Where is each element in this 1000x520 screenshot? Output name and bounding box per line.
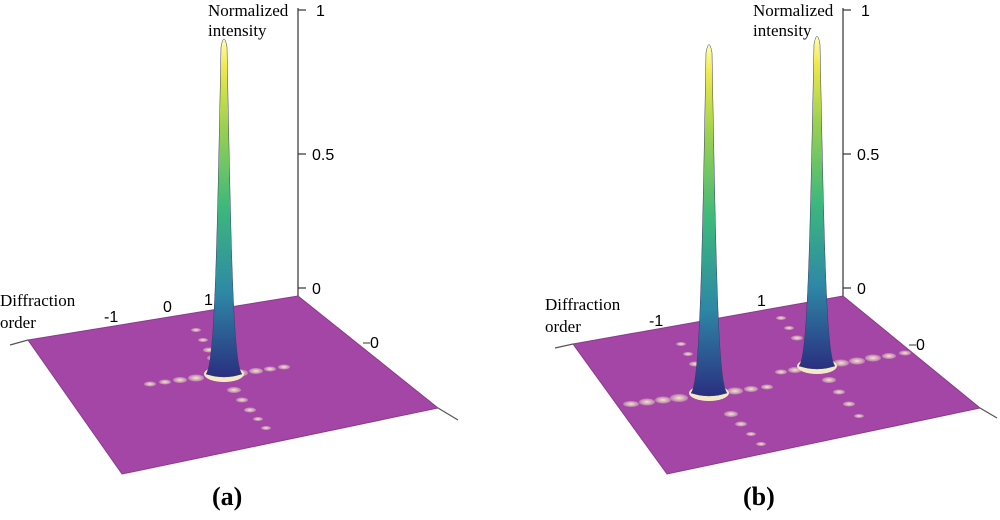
ripple-row-horizontal	[144, 364, 290, 387]
x-axis-label-line2: order	[0, 313, 36, 332]
z-axis-label-line1: Normalized	[753, 1, 834, 20]
z-axis-label-line2: intensity	[208, 21, 267, 40]
peak-order-minus1	[690, 44, 728, 397]
x-axis-label-line1: Diffraction	[545, 295, 621, 314]
z-tick-label-05: 0.5	[312, 147, 334, 164]
ripple-row-right-vertical	[776, 316, 864, 418]
x-tick-label-0: 0	[163, 299, 172, 316]
chart-b-svg: 1 0.5 0 Normalized intensity Diffraction…	[545, 1, 998, 475]
z-tick-label-0: 0	[312, 281, 321, 298]
z-tick-label-0: 0	[857, 281, 866, 298]
chart-panel-b: 1 0.5 0 Normalized intensity Diffraction…	[545, 0, 1000, 520]
z-tick-label-1: 1	[861, 3, 870, 20]
y-tick-label-0: 0	[370, 335, 379, 352]
z-axis-label-line2: intensity	[753, 21, 812, 40]
peak-order-1	[798, 35, 836, 370]
z-axis-label-line1: Normalized	[208, 1, 289, 20]
z-tick-label-1: 1	[316, 3, 325, 20]
x-axis-line	[9, 339, 29, 346]
ripple-row-left-horizontal	[623, 384, 773, 407]
chart-panel-a: 1 0.5 0 Normalized intensity Diffraction…	[0, 1, 459, 511]
peak-order-1	[205, 38, 243, 378]
x-tick-label-minus1: -1	[104, 309, 118, 326]
x-axis-label-line1: Diffraction	[0, 291, 76, 310]
surface-plane	[572, 295, 982, 475]
x-axis-line	[554, 343, 574, 349]
ripple-row-right-horizontal	[775, 350, 911, 375]
y-axis-line	[437, 407, 459, 421]
chart-a-svg: 1 0.5 0 Normalized intensity Diffraction…	[0, 1, 459, 475]
z-tick-label-05: 0.5	[857, 147, 879, 164]
panel-label-b: (b)	[743, 482, 775, 511]
y-tick-label-0: 0	[916, 337, 925, 354]
x-tick-label-1: 1	[204, 292, 213, 309]
x-tick-label-1: 1	[757, 293, 766, 310]
x-tick-label-minus1: -1	[649, 313, 663, 330]
panel-label-a: (a)	[212, 482, 243, 511]
y-axis-line	[979, 407, 998, 419]
x-axis-label-line2: order	[545, 317, 581, 336]
